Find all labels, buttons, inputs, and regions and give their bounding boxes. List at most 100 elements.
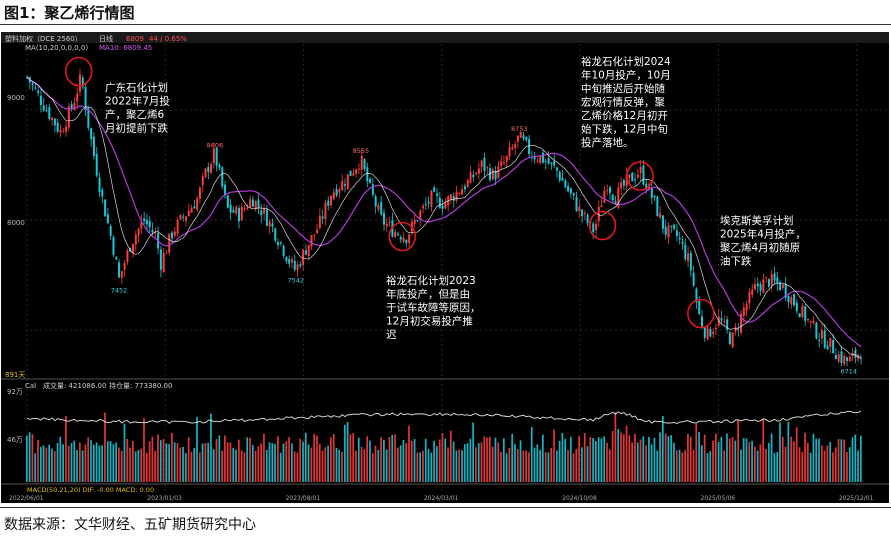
volume-bar [26, 435, 28, 482]
candle-body [51, 117, 54, 120]
candle-body [617, 187, 620, 208]
volume-bar [53, 450, 56, 482]
volume-bar [366, 436, 368, 482]
volume-bar [550, 447, 553, 482]
candle-body [182, 216, 185, 218]
volume-bar [650, 444, 653, 482]
volume-bar [416, 452, 419, 482]
volume-bar [134, 451, 137, 482]
volume-bar [410, 440, 413, 482]
volume-bar [851, 437, 854, 482]
candle-body [673, 224, 676, 229]
volume-bar [28, 432, 31, 482]
candle-body [726, 319, 729, 330]
candle-body [436, 193, 439, 197]
candle-body [187, 210, 190, 217]
instrument-label: 塑料加权（DCE 2560） [5, 34, 82, 43]
candle-body [126, 250, 129, 263]
volume-bar [313, 433, 315, 482]
volume-bar [631, 442, 633, 482]
volume-bar [78, 442, 81, 482]
candle-body [369, 178, 372, 183]
volume-bars [26, 412, 862, 482]
volume-bar [589, 436, 592, 482]
candle-body [48, 107, 51, 119]
candle-body [263, 208, 266, 214]
volume-bar [636, 442, 639, 482]
volume-bar [723, 450, 726, 482]
volume-bar [779, 422, 781, 482]
candle-body [118, 262, 121, 278]
candle-body [455, 191, 458, 201]
volume-bar [491, 446, 494, 482]
candle-body [215, 147, 218, 166]
candle-body [569, 188, 572, 194]
candle-body [701, 316, 704, 327]
volume-bar [224, 435, 226, 482]
candle-body [104, 199, 107, 217]
candle-body [324, 202, 327, 220]
candle-body [461, 189, 464, 195]
candle-body [67, 106, 70, 128]
open-interest-path [26, 410, 862, 424]
candle-body [87, 107, 90, 128]
volume-bar [196, 416, 198, 482]
volume-bar [190, 452, 193, 482]
volume-bar [145, 452, 148, 482]
candle-body [355, 169, 358, 174]
candle-body [784, 283, 787, 298]
candle-body [463, 186, 466, 190]
volume-bar [318, 443, 321, 482]
candle-body [603, 191, 606, 203]
candle-body [56, 122, 59, 132]
candle-body [846, 357, 849, 361]
volume-bar [327, 445, 329, 482]
candle-body [664, 226, 667, 235]
candle-body [542, 152, 545, 163]
annotation-line: 2025年4月投产， [720, 228, 806, 241]
volume-bar [597, 437, 600, 482]
volume-bar [848, 447, 851, 482]
candle-body [151, 229, 154, 233]
candle-body [723, 321, 726, 323]
volume-bar [193, 448, 196, 482]
volume-bar [182, 446, 184, 482]
volume-bar [148, 441, 151, 482]
candle-body [65, 126, 68, 132]
volume-bar [480, 442, 483, 482]
volume-bar [854, 434, 857, 482]
candle-body [709, 329, 712, 337]
volume-bar [210, 413, 212, 482]
annotation-line: 裕龙石化计划2023 [386, 274, 476, 287]
candle-body [678, 237, 681, 240]
candle-body [201, 176, 204, 185]
candle-body [706, 327, 709, 340]
candle-body [377, 205, 380, 210]
volume-bar [787, 422, 790, 482]
volume-bar [684, 450, 686, 482]
candle-body [408, 234, 411, 243]
candle-body [290, 259, 293, 263]
annotation-line: 年底投产，但是由 [386, 288, 470, 301]
candle-body [502, 161, 505, 164]
annotation-line: 投产落地。 [581, 136, 634, 149]
candle-body [656, 196, 659, 217]
volume-bar [343, 424, 346, 482]
annotation-line: 广东石化计划 [105, 81, 168, 94]
volume-bar [617, 429, 620, 482]
volume-prefix: Cal [25, 382, 36, 390]
candle-body [84, 87, 87, 111]
macd-panel: MACD(50,21,20) DIF: -0.00 MACD: 0.00 [1, 483, 889, 494]
candle-body [140, 221, 143, 229]
candle-body [98, 177, 101, 192]
candle-body [854, 349, 857, 358]
volume-bar [405, 443, 408, 482]
volume-bar [254, 450, 257, 482]
volume-bar [818, 438, 820, 482]
volume-bar [583, 433, 586, 482]
volume-bar [316, 435, 318, 482]
annotation-line: 宏观行情反弹，聚 [581, 96, 665, 109]
candle-body [525, 136, 528, 140]
volume-bar [112, 444, 115, 482]
volume-bar [422, 450, 424, 482]
